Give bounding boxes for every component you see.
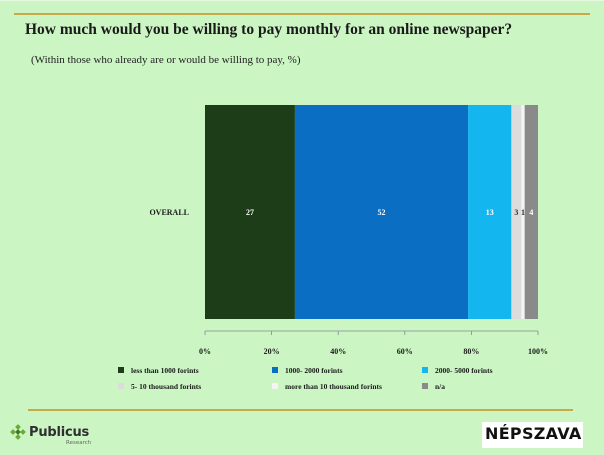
top-divider [14, 13, 590, 15]
legend-swatch [272, 383, 278, 389]
publicus-wordmark: Publicus [29, 425, 90, 440]
data-label: 1 [521, 208, 525, 217]
chart-subtitle: (Within those who already are or would b… [31, 54, 301, 66]
data-label: 52 [377, 208, 385, 217]
legend-swatch [422, 383, 428, 389]
publicus-logo: Publicus Research [8, 422, 98, 448]
category-label: OVERALL [149, 208, 189, 217]
x-tick-label: 100% [528, 347, 548, 356]
x-tick-label: 40% [330, 347, 346, 356]
nepszava-logo: NÉPSZAVA [482, 422, 583, 448]
legend-label: 2000- 5000 forints [435, 366, 493, 375]
bar-segment [468, 105, 512, 319]
data-label: 3 [514, 208, 518, 217]
bar-segment [294, 105, 469, 319]
bar-segment [524, 105, 538, 319]
x-tick-label: 20% [264, 347, 280, 356]
nepszava-wordmark: NÉPSZAVA [485, 424, 582, 443]
bar-segments [205, 105, 538, 319]
data-label: 13 [486, 208, 494, 217]
data-label: 4 [529, 208, 533, 217]
legend-label: more than 10 thousand forints [285, 382, 382, 391]
legend-swatch [118, 367, 124, 373]
chart-title: How much would you be willing to pay mon… [25, 21, 513, 38]
bar-segment [521, 105, 525, 319]
bar-segment [511, 105, 522, 319]
legend-swatch [272, 367, 278, 373]
data-label: 27 [246, 208, 254, 217]
legend-label: 5- 10 thousand forints [131, 382, 201, 391]
legend-label: 1000- 2000 forints [285, 366, 343, 375]
segment-labels: 27 52 13 3 1 4 [246, 208, 533, 217]
category-labels: OVERALL [149, 208, 189, 217]
legend-swatch [422, 367, 428, 373]
legend: less than 1000 forints 1000- 2000 forints… [118, 366, 493, 391]
legend-swatch [118, 383, 124, 389]
legend-label: n/a [435, 382, 445, 391]
legend-label: less than 1000 forints [131, 366, 199, 375]
publicus-subtitle: Research [66, 440, 92, 446]
bottom-divider [28, 409, 573, 411]
x-tick-label: 80% [463, 347, 479, 356]
x-tick-label: 60% [397, 347, 413, 356]
bar-segment [205, 105, 295, 319]
x-tick-label: 0% [199, 347, 211, 356]
x-axis: 0% 20% 40% 60% 80% 100% [199, 330, 548, 356]
publicus-diamond-icon [10, 424, 26, 440]
